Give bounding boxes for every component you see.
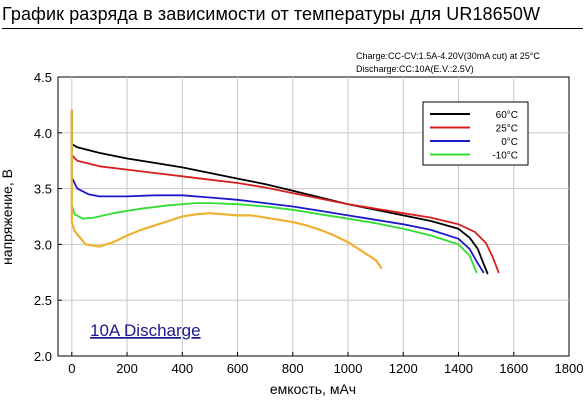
y-tick-label: 2.0	[34, 349, 52, 364]
legend-label: 60°C	[496, 110, 518, 121]
axis-ticks: 0 200 400 600 800 1000 1200 1400 1600 1800 2.0 2.5 3…	[34, 70, 584, 376]
x-tick-label: 1800	[555, 361, 584, 376]
series-line-3	[70, 109, 485, 274]
legend: 60°C 25°C 0°C -10°C	[422, 101, 529, 166]
x-tick-label: 1600	[499, 361, 528, 376]
y-tick-label: 3.0	[34, 237, 52, 252]
legend-label: 0°C	[501, 137, 518, 148]
y-tick-label: 2.5	[34, 293, 52, 308]
legend-label: 25°C	[496, 124, 518, 135]
y-tick-label: 3.5	[34, 182, 52, 197]
x-tick-label: 400	[171, 361, 193, 376]
x-axis-label: емкость, мАч	[270, 381, 356, 397]
series-line-2	[70, 109, 500, 274]
legend-label: -10°C	[492, 151, 518, 162]
discharge-annotation: Discharge:CC:10A(E.V.:2.5V)	[356, 64, 474, 74]
discharge-rate-label: 10A Discharge	[90, 321, 201, 340]
y-tick-label: 4.5	[34, 70, 52, 85]
series-line-1	[70, 109, 489, 275]
x-tick-label: 1200	[389, 361, 418, 376]
x-tick-label: 200	[116, 361, 138, 376]
y-tick-label: 4.0	[34, 126, 52, 141]
y-axis-label: напряжение, В	[0, 169, 15, 265]
series-lines	[70, 109, 500, 275]
series-line-5	[70, 109, 383, 269]
x-tick-label: 1000	[334, 361, 363, 376]
x-tick-label: 1400	[444, 361, 473, 376]
x-tick-label: 800	[282, 361, 304, 376]
x-tick-label: 600	[227, 361, 249, 376]
x-tick-label: 0	[68, 361, 75, 376]
charge-annotation: Charge:CC-CV:1.5A-4.20V(30mA cut) at 25°…	[356, 51, 540, 61]
page-title: График разряда в зависимости от температ…	[2, 4, 583, 29]
series-line-4	[70, 109, 478, 274]
